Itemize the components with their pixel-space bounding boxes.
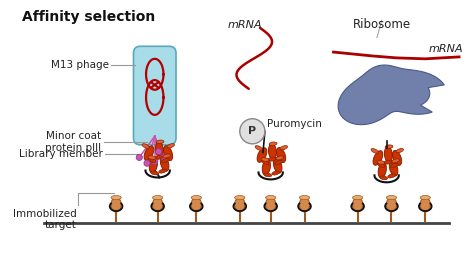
Ellipse shape: [151, 171, 158, 175]
Ellipse shape: [262, 160, 271, 175]
Text: Affinity selection: Affinity selection: [22, 9, 155, 23]
Ellipse shape: [388, 174, 395, 178]
Ellipse shape: [164, 146, 173, 161]
Ellipse shape: [269, 142, 277, 146]
Ellipse shape: [396, 148, 403, 153]
Ellipse shape: [162, 158, 169, 163]
Ellipse shape: [392, 159, 400, 163]
Ellipse shape: [265, 196, 276, 200]
Circle shape: [160, 154, 166, 160]
Ellipse shape: [268, 144, 276, 159]
Ellipse shape: [262, 160, 269, 164]
Ellipse shape: [111, 196, 121, 200]
Ellipse shape: [272, 171, 280, 175]
Ellipse shape: [378, 163, 385, 167]
Ellipse shape: [159, 169, 166, 173]
Ellipse shape: [153, 198, 163, 212]
Ellipse shape: [371, 148, 378, 153]
Ellipse shape: [420, 196, 430, 200]
Circle shape: [240, 119, 265, 144]
Ellipse shape: [257, 148, 267, 162]
Ellipse shape: [384, 147, 392, 162]
Ellipse shape: [149, 158, 156, 162]
Ellipse shape: [155, 142, 164, 157]
Ellipse shape: [148, 156, 156, 160]
Ellipse shape: [373, 151, 383, 165]
Ellipse shape: [385, 145, 393, 148]
Ellipse shape: [149, 158, 157, 173]
Ellipse shape: [268, 158, 276, 161]
Ellipse shape: [265, 198, 276, 212]
Ellipse shape: [353, 198, 363, 212]
Text: Puromycin: Puromycin: [267, 119, 322, 129]
Ellipse shape: [384, 160, 392, 164]
Text: M13 phage: M13 phage: [51, 60, 109, 70]
FancyBboxPatch shape: [134, 46, 176, 145]
Ellipse shape: [153, 196, 163, 200]
Ellipse shape: [391, 163, 398, 167]
Text: P: P: [248, 126, 256, 136]
Text: Minor coat
protein pIII: Minor coat protein pIII: [46, 131, 101, 153]
Circle shape: [136, 154, 142, 160]
Ellipse shape: [353, 196, 363, 200]
Polygon shape: [338, 65, 444, 125]
Ellipse shape: [273, 158, 282, 173]
Text: mRNA: mRNA: [428, 44, 463, 54]
Text: Library member: Library member: [18, 148, 102, 158]
Ellipse shape: [261, 158, 269, 161]
Text: Immobilized
target: Immobilized target: [13, 209, 76, 230]
Text: mRNA: mRNA: [227, 20, 262, 30]
Ellipse shape: [156, 140, 164, 144]
Ellipse shape: [155, 156, 163, 159]
Ellipse shape: [163, 154, 171, 158]
Ellipse shape: [142, 144, 149, 148]
Ellipse shape: [160, 156, 169, 171]
Ellipse shape: [386, 198, 397, 212]
Circle shape: [152, 158, 158, 164]
Ellipse shape: [389, 161, 398, 176]
Ellipse shape: [191, 198, 201, 212]
Ellipse shape: [420, 198, 430, 212]
Ellipse shape: [111, 198, 121, 212]
Circle shape: [144, 160, 150, 166]
Ellipse shape: [300, 198, 310, 212]
Ellipse shape: [392, 150, 401, 165]
Circle shape: [155, 148, 162, 155]
Ellipse shape: [275, 160, 282, 165]
Ellipse shape: [276, 156, 283, 160]
Ellipse shape: [300, 196, 310, 200]
Ellipse shape: [167, 144, 174, 148]
Ellipse shape: [386, 196, 397, 200]
Ellipse shape: [264, 173, 272, 177]
Ellipse shape: [144, 146, 154, 160]
Ellipse shape: [378, 162, 386, 178]
Text: Ribosome: Ribosome: [353, 18, 411, 31]
Ellipse shape: [377, 160, 385, 164]
Ellipse shape: [380, 176, 388, 180]
Ellipse shape: [255, 146, 262, 150]
Ellipse shape: [280, 146, 288, 150]
Ellipse shape: [277, 148, 286, 163]
Ellipse shape: [235, 198, 245, 212]
Ellipse shape: [191, 196, 201, 200]
Ellipse shape: [235, 196, 245, 200]
